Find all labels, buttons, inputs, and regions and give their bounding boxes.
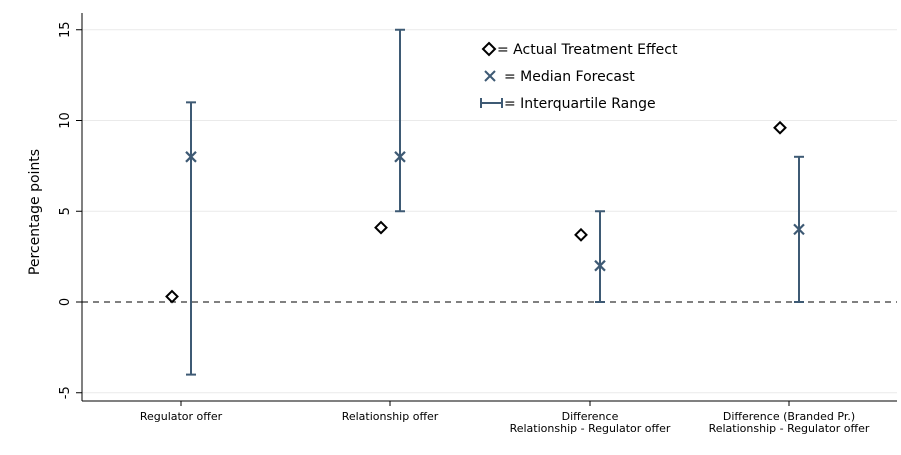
actual-treatment-effect-point bbox=[374, 220, 388, 235]
forecast-cross-b bbox=[185, 151, 197, 163]
y-ticks: -5 0 5 10 15 bbox=[58, 21, 82, 399]
interquartile-range-bar bbox=[595, 210, 605, 303]
y-axis-label: Percentage points bbox=[27, 149, 43, 275]
y-tick-label: 5 bbox=[58, 207, 73, 215]
x-tick-label: Relationship - Regulator offer bbox=[510, 422, 671, 435]
legend-diamond-icon bbox=[481, 41, 497, 57]
actual-treatment-effect-point bbox=[574, 227, 588, 242]
x-ticks: Regulator offer Relationship offer Differe… bbox=[140, 401, 870, 435]
median-forecast-point bbox=[394, 151, 406, 163]
legend: = Actual Treatment Effect = Median Forec… bbox=[480, 41, 678, 112]
legend-cross-icon bbox=[484, 70, 496, 82]
forecast-cross-b bbox=[394, 151, 406, 163]
y-tick-label: 10 bbox=[58, 112, 73, 129]
y-tick-label: 0 bbox=[58, 298, 73, 306]
x-tick-label: Relationship - Regulator offer bbox=[709, 422, 870, 435]
actual-treatment-effect-point bbox=[165, 289, 179, 304]
median-forecast-point bbox=[793, 223, 805, 236]
median-forecast-point bbox=[185, 151, 197, 163]
grid-lines bbox=[82, 29, 897, 394]
y-tick-label: 15 bbox=[58, 21, 73, 38]
x-tick-label: Regulator offer bbox=[140, 410, 223, 423]
legend-label-actual: = Actual Treatment Effect bbox=[497, 42, 678, 58]
x-tick-label: Difference (Branded Pr.) bbox=[723, 410, 855, 423]
y-tick-label: -5 bbox=[58, 386, 73, 399]
interquartile-range-bar bbox=[395, 28, 405, 213]
x-tick-label: Difference bbox=[562, 410, 619, 423]
chart-marks bbox=[165, 28, 805, 376]
x-tick-label: Relationship offer bbox=[342, 410, 439, 423]
interquartile-range-bar bbox=[186, 101, 196, 376]
legend-label-forecast: = Median Forecast bbox=[504, 69, 635, 85]
legend-range-icon bbox=[480, 98, 503, 108]
legend-label-range: = Interquartile Range bbox=[504, 96, 656, 112]
forecast-cross-b bbox=[793, 223, 805, 236]
actual-treatment-effect-point bbox=[773, 120, 787, 135]
median-forecast-point bbox=[594, 259, 606, 272]
forecast-cross-b bbox=[594, 259, 606, 272]
